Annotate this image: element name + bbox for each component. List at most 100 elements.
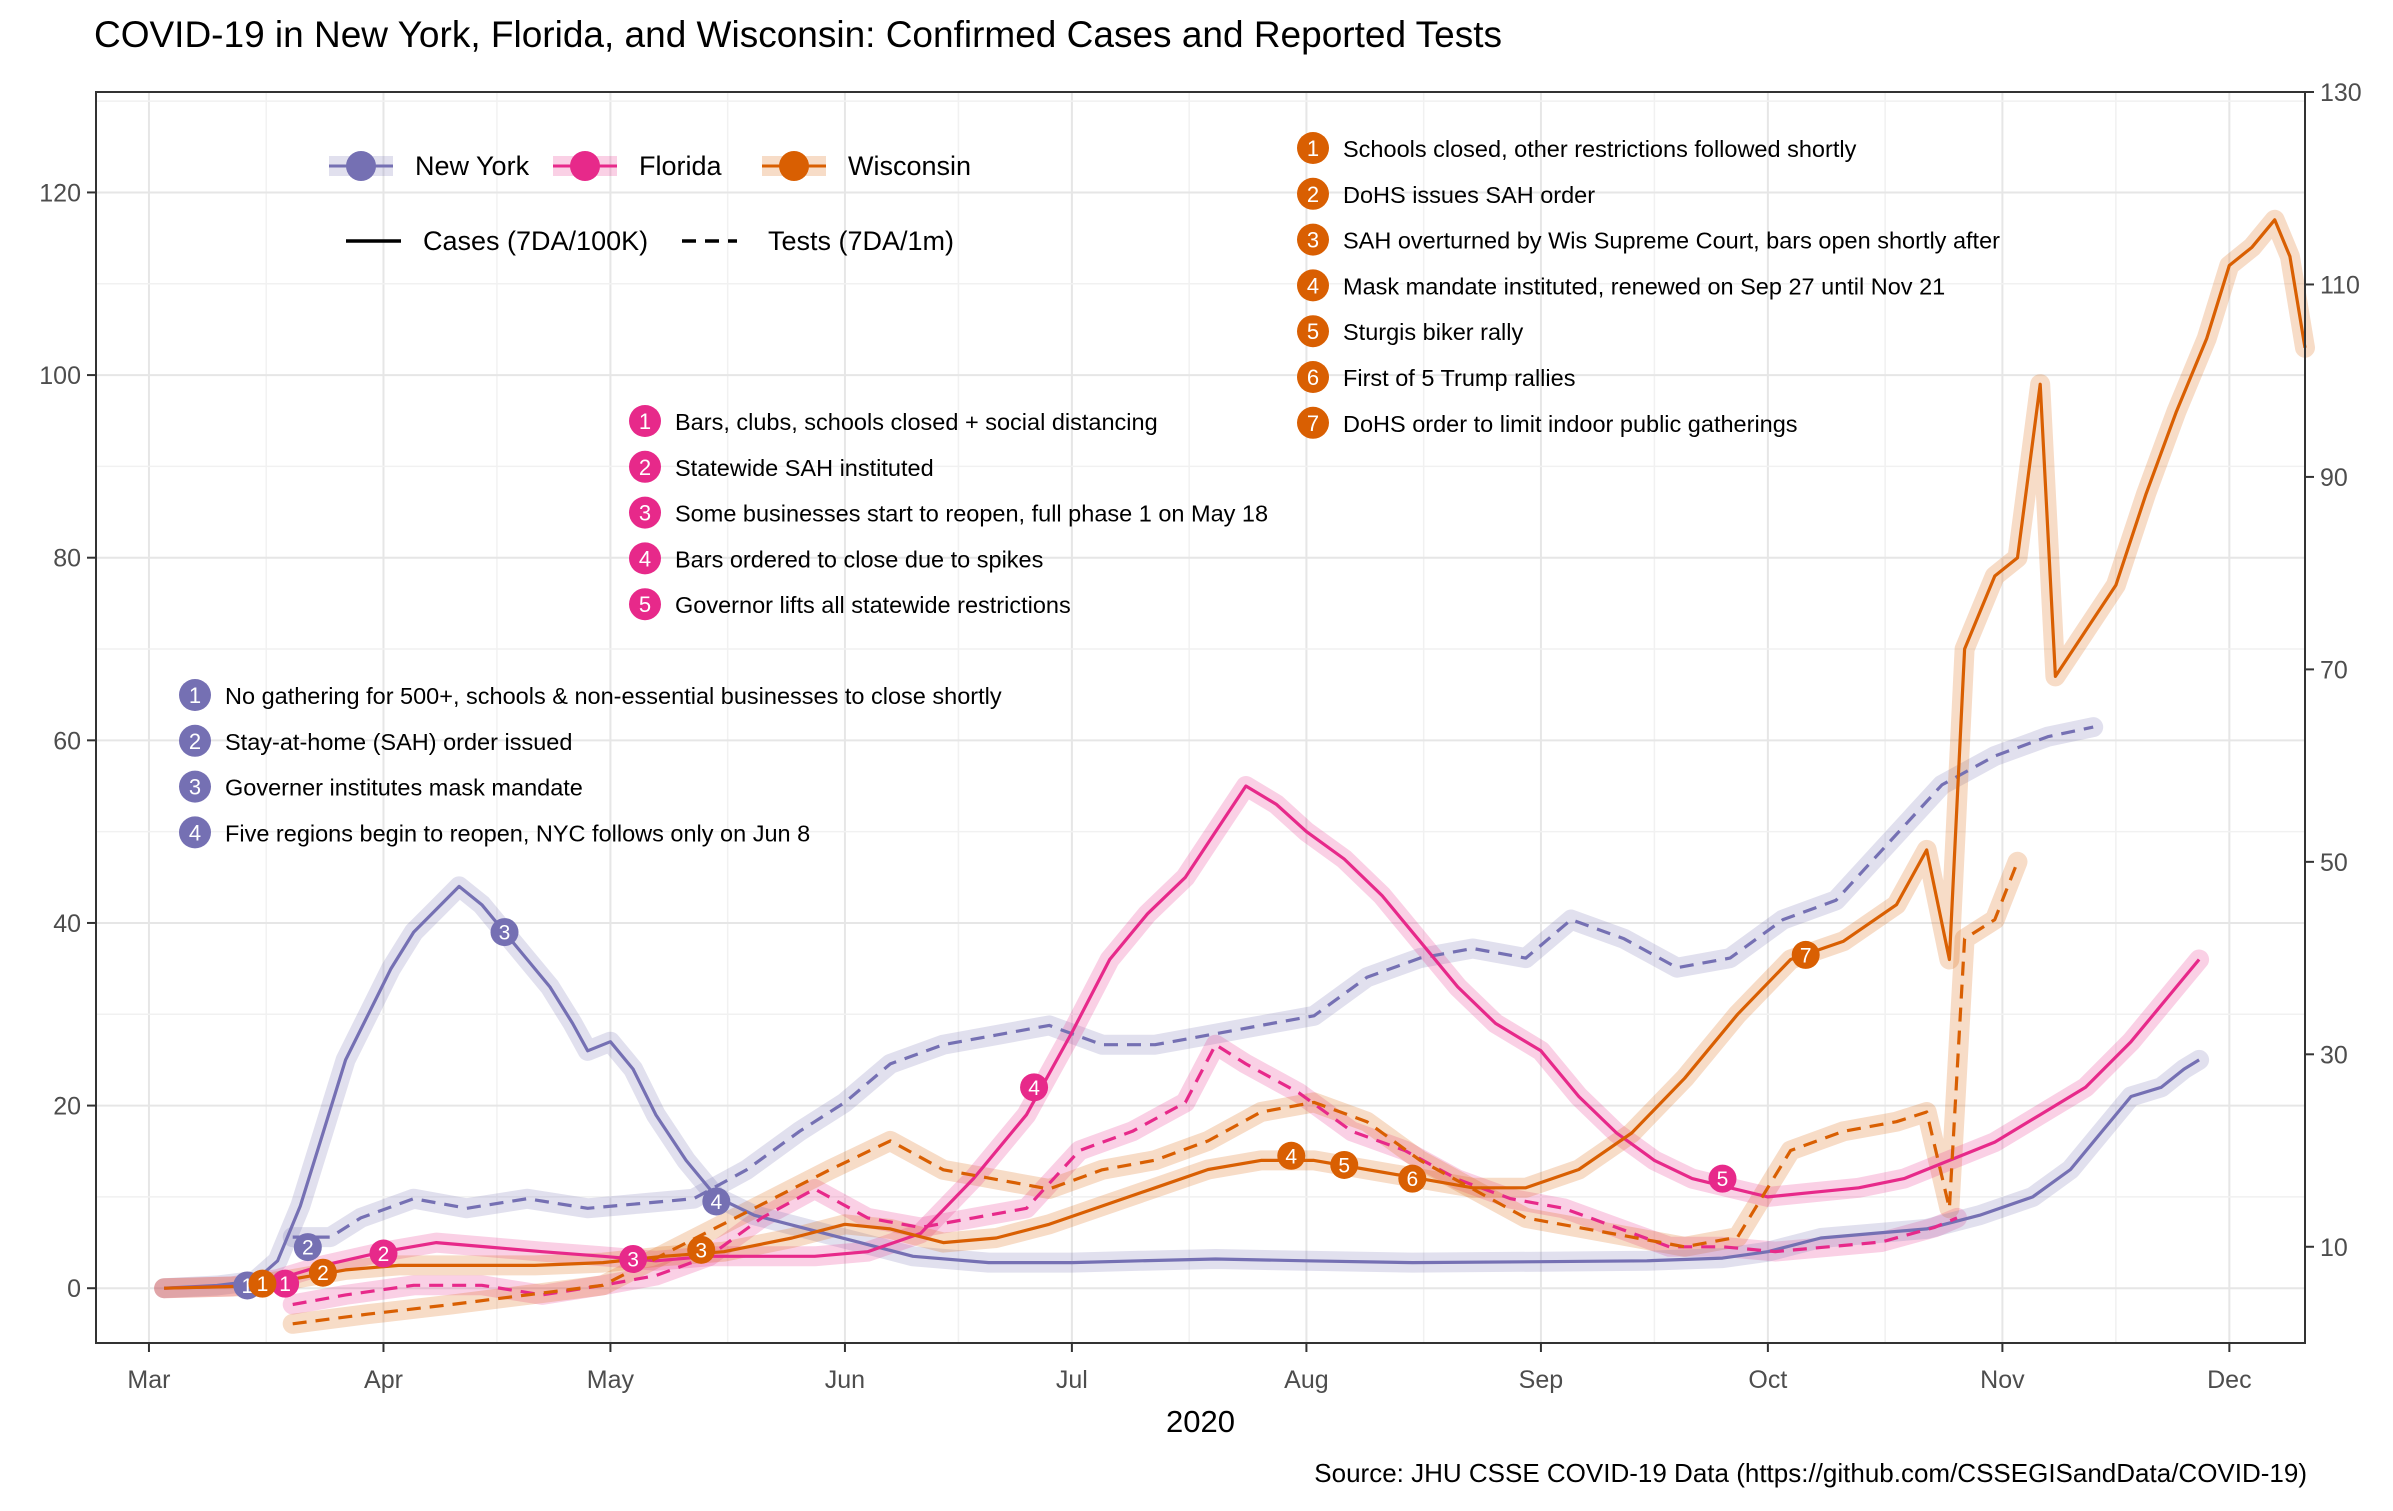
wisconsin-event-marker-4 — [1277, 1141, 1306, 1170]
florida-legend-label: Florida — [639, 151, 723, 181]
new-york-annotation-badge-2 — [179, 724, 211, 757]
florida-annotation-badge-2 — [629, 450, 661, 483]
florida-annotation-text-1: Bars, clubs, schools closed + social dis… — [675, 409, 1158, 435]
florida-annotation-text-3: Some businesses start to reopen, full ph… — [675, 501, 1268, 527]
florida-annotation-badge-5 — [629, 588, 661, 621]
wisconsin-event-marker-label-6: 6 — [1406, 1168, 1418, 1191]
wisconsin-annotation-text-6: First of 5 Trump rallies — [1343, 365, 1575, 391]
florida-annotation-number-2: 2 — [639, 455, 651, 480]
florida-tests-line — [292, 1043, 1958, 1307]
florida-annotation-number-3: 3 — [639, 501, 651, 526]
y-left-tick-label: 120 — [39, 179, 81, 207]
x-tick-label: Aug — [1284, 1366, 1328, 1394]
new-york-event-marker-label-1: 1 — [241, 1275, 253, 1298]
new-york-annotation-badge-1 — [179, 679, 211, 711]
wisconsin-event-marker-label-4: 4 — [1285, 1145, 1297, 1168]
wisconsin-tests-line — [292, 861, 2019, 1326]
florida-annotation-text-2: Statewide SAH instituted — [675, 455, 934, 481]
x-axis-title: 2020 — [1166, 1404, 1235, 1439]
x-tick-label: Jun — [825, 1366, 865, 1394]
wisconsin-annotation-text-1: Schools closed, other restrictions follo… — [1343, 136, 1857, 162]
wisconsin-annotation-text-4: Mask mandate instituted, renewed on Sep … — [1343, 273, 1945, 299]
wisconsin-annotation-badge-2 — [1297, 177, 1329, 210]
florida-annotation-badge-4 — [629, 542, 661, 575]
annotations: 1 No gathering for 500+, schools & non-es… — [179, 132, 2000, 849]
new-york-annotation-badge-3 — [179, 770, 211, 803]
florida-event-marker-4 — [1020, 1073, 1049, 1102]
grid-lines — [96, 92, 2305, 1343]
axes: 0 20 40 60 80 100 120 10 30 50 70 90 110 130 Mar Apr May… — [39, 79, 2361, 1394]
series-lines — [164, 218, 2307, 1326]
florida-cases-line — [164, 784, 2201, 1290]
new-york-annotation-number-1: 1 — [189, 683, 201, 708]
new-york-event-marker-label-3: 3 — [499, 922, 511, 945]
wisconsin-annotation-badge-3 — [1297, 223, 1329, 256]
wisconsin-annotation-badge-7 — [1297, 406, 1329, 439]
new-york-annotation-number-2: 2 — [189, 729, 201, 754]
florida-annotation-text-4: Bars ordered to close due to spikes — [675, 546, 1043, 572]
new-york-tests-band — [282, 717, 2104, 1248]
florida-event-marker-label-2: 2 — [378, 1243, 390, 1266]
y-right-tick-label: 90 — [2320, 464, 2348, 492]
wisconsin-annotation-text-7: DoHS order to limit indoor public gather… — [1343, 411, 1798, 437]
florida-event-marker-5 — [1708, 1164, 1737, 1193]
new-york-event-marker-label-4: 4 — [710, 1191, 722, 1214]
y-left-tick-label: 60 — [53, 727, 81, 755]
y-right-tick-label: 130 — [2320, 79, 2362, 107]
new-york-event-marker-4 — [702, 1187, 731, 1216]
wisconsin-event-marker-7 — [1791, 940, 1820, 969]
florida-event-marker-label-3: 3 — [627, 1248, 639, 1271]
new-york-annotation-number-4: 4 — [189, 820, 201, 845]
legend-solid-line-label: Cases (7DA/100K) — [423, 226, 648, 256]
x-tick-label: Sep — [1519, 1366, 1563, 1394]
florida-event-marker-label-4: 4 — [1028, 1077, 1040, 1100]
new-york-annotation-text-4: Five regions begin to reopen, NYC follow… — [225, 820, 810, 846]
x-tick-label: Oct — [1748, 1366, 1787, 1394]
wisconsin-event-marker-label-3: 3 — [695, 1239, 707, 1262]
wisconsin-event-marker-3 — [687, 1235, 716, 1264]
new-york-annotation-text-3: Governer institutes mask mandate — [225, 775, 583, 801]
y-left-tick-label: 20 — [53, 1093, 81, 1121]
florida-annotation-number-4: 4 — [639, 546, 651, 571]
florida-event-marker-1 — [271, 1269, 300, 1298]
source-caption: Source: JHU CSSE COVID-19 Data (https://… — [1314, 1458, 2307, 1488]
wisconsin-annotation-number-5: 5 — [1307, 319, 1319, 344]
florida-event-marker-label-5: 5 — [1717, 1168, 1729, 1191]
chart-title: COVID-19 in New York, Florida, and Wisco… — [94, 14, 1503, 55]
new-york-annotation-badge-4 — [179, 816, 211, 849]
new-york-annotation-text-1: No gathering for 500+, schools & non-ess… — [225, 683, 1002, 709]
new-york-event-marker-2 — [293, 1233, 322, 1262]
florida-event-marker-2 — [369, 1239, 398, 1268]
wisconsin-annotation-text-2: DoHS issues SAH order — [1343, 182, 1595, 208]
wisconsin-event-marker-1 — [248, 1269, 277, 1298]
wisconsin-annotation-text-5: Sturgis biker rally — [1343, 319, 1523, 345]
wisconsin-event-marker-label-2: 2 — [317, 1262, 329, 1285]
y-left-tick-label: 40 — [53, 910, 81, 938]
x-tick-label: Dec — [2207, 1366, 2251, 1394]
florida-annotation-badge-3 — [629, 496, 661, 529]
wisconsin-cases-line — [164, 218, 2307, 1290]
wisconsin-annotation-number-2: 2 — [1307, 182, 1319, 207]
y-right-tick-label: 110 — [2320, 271, 2360, 299]
y-right-tick-label: 70 — [2320, 656, 2348, 684]
florida-legend-marker — [570, 151, 600, 181]
wisconsin-annotation-number-7: 7 — [1307, 411, 1319, 436]
wisconsin-annotation-number-6: 6 — [1307, 365, 1319, 390]
florida-event-marker-label-1: 1 — [279, 1273, 291, 1296]
x-tick-label: Apr — [364, 1366, 403, 1394]
y-right-tick-label: 30 — [2320, 1041, 2348, 1069]
x-tick-label: Jul — [1056, 1366, 1088, 1394]
legend: New York Florida Wisconsin Cases (7DA/100K)… — [329, 151, 971, 256]
wisconsin-annotation-number-1: 1 — [1307, 136, 1319, 161]
new-york-cases-band — [154, 876, 2210, 1299]
wisconsin-legend-marker — [779, 151, 809, 181]
wisconsin-event-marker-label-1: 1 — [257, 1273, 269, 1296]
wisconsin-event-marker-5 — [1330, 1150, 1359, 1179]
wisconsin-event-marker-label-7: 7 — [1800, 944, 1812, 967]
x-tick-label: Mar — [127, 1366, 170, 1394]
wisconsin-annotation-number-4: 4 — [1307, 273, 1319, 298]
legend-dashed-line-label: Tests (7DA/1m) — [768, 226, 954, 256]
wisconsin-annotation-badge-4 — [1297, 269, 1329, 302]
